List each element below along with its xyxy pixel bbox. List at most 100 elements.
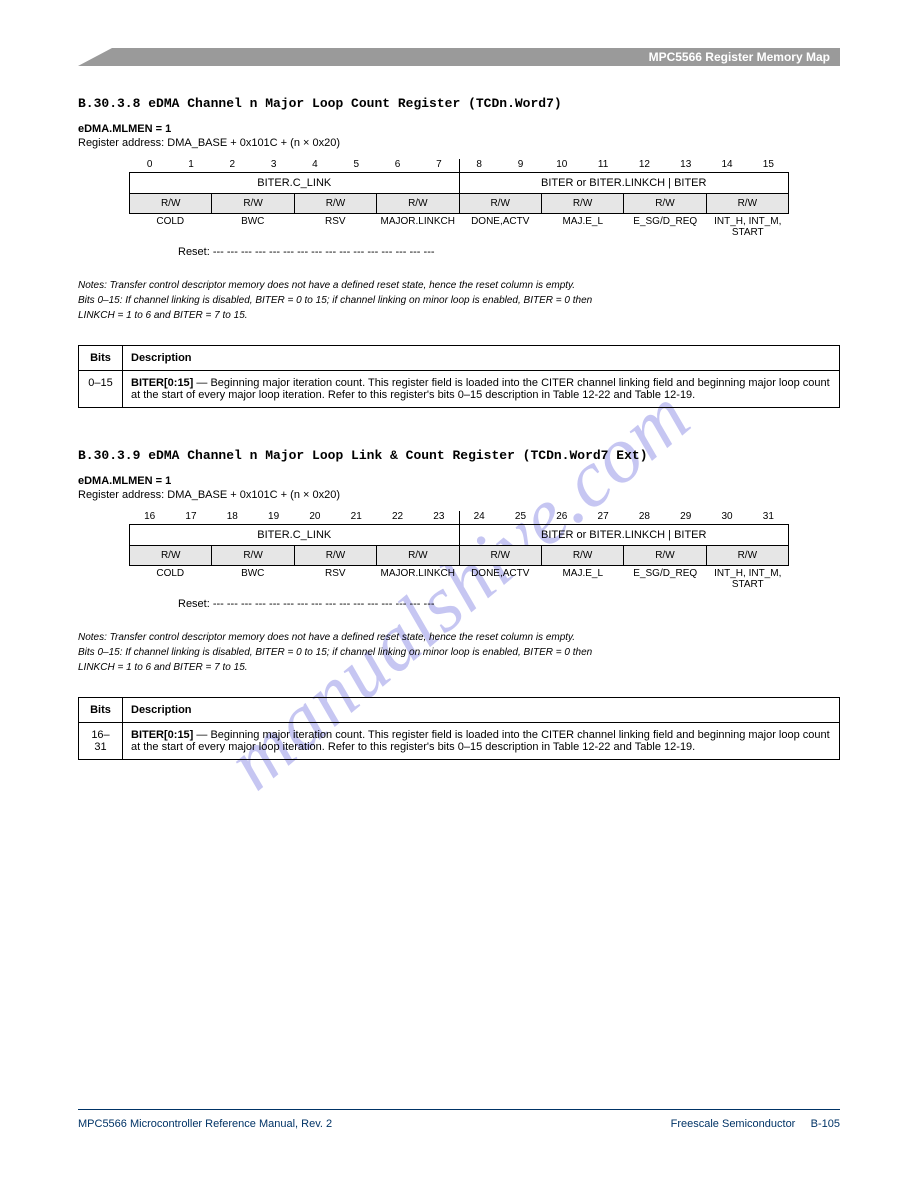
notes-1: Notes: Transfer control descriptor memor… xyxy=(78,278,840,323)
col-bits: Bits xyxy=(79,346,123,371)
bit-num: 6 xyxy=(377,159,418,172)
footer-page: B-105 xyxy=(811,1118,840,1130)
bottom-labels: COLD BWC RSV MAJOR.LINKCH DONE,ACTV MAJ.… xyxy=(129,568,789,590)
register-diagram-2: 16 17 18 19 20 21 22 23 24 25 26 27 28 2… xyxy=(129,511,789,590)
access-cell: R/W xyxy=(211,194,293,213)
field-1: BITER.C_LINK xyxy=(130,173,459,193)
label: BWC xyxy=(212,216,295,238)
desc-text: Beginning major iteration count. This re… xyxy=(131,377,830,401)
access-cell: R/W xyxy=(706,194,788,213)
bit-num: 5 xyxy=(336,159,377,172)
bit-num: 2 xyxy=(212,159,253,172)
bit-numbers-top: 0 1 2 3 4 5 6 7 8 9 10 11 12 13 14 15 xyxy=(129,159,789,172)
bit-num: 18 xyxy=(212,511,253,524)
label: INT_H, INT_M, START xyxy=(707,216,790,238)
bit-num: 4 xyxy=(294,159,335,172)
label: COLD xyxy=(129,216,212,238)
bit-num: 21 xyxy=(336,511,377,524)
col-desc: Description xyxy=(123,346,840,371)
table-header-row: Bits Description xyxy=(79,698,840,723)
bit-num: 1 xyxy=(170,159,211,172)
bit-num: 28 xyxy=(624,511,665,524)
bit-num: 16 xyxy=(129,511,170,524)
bit-num: 22 xyxy=(377,511,418,524)
bit-num: 15 xyxy=(748,159,789,172)
access-cell: R/W xyxy=(294,546,376,565)
bit-num: 27 xyxy=(582,511,623,524)
label: MAJOR.LINKCH xyxy=(377,568,460,590)
header-title: MPC5566 Register Memory Map xyxy=(649,48,840,64)
col-bits: Bits xyxy=(79,698,123,723)
bits-cell: 0–15 xyxy=(79,371,123,408)
sub-heading-2: eDMA.MLMEN = 1 xyxy=(78,475,840,487)
table-row: 0–15 BITER[0:15] — Beginning major itera… xyxy=(79,371,840,408)
description-table-1: Bits Description 0–15 BITER[0:15] — Begi… xyxy=(78,345,840,408)
footer-publisher: Freescale Semiconductor xyxy=(671,1118,796,1130)
bit-num: 25 xyxy=(500,511,541,524)
note-line: LINKCH = 1 to 6 and BITER = 7 to 15. xyxy=(78,660,840,675)
note-line: LINKCH = 1 to 6 and BITER = 7 to 15. xyxy=(78,308,840,323)
section-1: B.30.3.8 eDMA Channel n Major Loop Count… xyxy=(78,96,840,408)
access-cell: R/W xyxy=(376,546,458,565)
access-cell: R/W xyxy=(623,546,705,565)
bit-num: 29 xyxy=(665,511,706,524)
bit-numbers-top: 16 17 18 19 20 21 22 23 24 25 26 27 28 2… xyxy=(129,511,789,524)
top-header-bar: MPC5566 Register Memory Map xyxy=(78,48,840,66)
table-row: 16–31 BITER[0:15] — Beginning major iter… xyxy=(79,723,840,760)
label: RSV xyxy=(294,216,377,238)
footer-left: MPC5566 Microcontroller Reference Manual… xyxy=(78,1118,332,1130)
label: RSV xyxy=(294,568,377,590)
label: BWC xyxy=(212,568,295,590)
note-line: Bits 0–15: If channel linking is disable… xyxy=(78,293,840,308)
bit-num: 14 xyxy=(706,159,747,172)
bit-num: 11 xyxy=(582,159,623,172)
footer-right: Freescale Semiconductor B-105 xyxy=(671,1118,840,1130)
bit-num: 8 xyxy=(459,159,500,172)
access-cell: R/W xyxy=(130,194,211,213)
desc-text: Beginning major iteration count. This re… xyxy=(131,729,830,753)
label: DONE,ACTV xyxy=(459,216,542,238)
note-line: Notes: Transfer control descriptor memor… xyxy=(78,278,840,293)
bit-num: 24 xyxy=(459,511,500,524)
access-row: R/W R/W R/W R/W R/W R/W R/W R/W xyxy=(129,546,789,566)
label: MAJOR.LINKCH xyxy=(377,216,460,238)
bit-num: 0 xyxy=(129,159,170,172)
description-table-2: Bits Description 16–31 BITER[0:15] — Beg… xyxy=(78,697,840,760)
bit-num: 30 xyxy=(706,511,747,524)
label: DONE,ACTV xyxy=(459,568,542,590)
access-cell: R/W xyxy=(706,546,788,565)
page-footer: MPC5566 Microcontroller Reference Manual… xyxy=(78,1109,840,1130)
section-2: B.30.3.9 eDMA Channel n Major Loop Link … xyxy=(78,448,840,760)
section-heading-2: B.30.3.9 eDMA Channel n Major Loop Link … xyxy=(78,448,840,463)
reset-line-2: Reset: --- --- --- --- --- --- --- --- -… xyxy=(178,598,840,610)
label: MAJ.E_L xyxy=(542,216,625,238)
bit-num: 10 xyxy=(541,159,582,172)
register-address-2: Register address: DMA_BASE + 0x101C + (n… xyxy=(78,489,840,501)
access-cell: R/W xyxy=(459,194,541,213)
col-desc: Description xyxy=(123,698,840,723)
field-1: BITER.C_LINK xyxy=(130,525,459,545)
access-cell: R/W xyxy=(376,194,458,213)
bit-num: 3 xyxy=(253,159,294,172)
register-diagram-1: 0 1 2 3 4 5 6 7 8 9 10 11 12 13 14 15 BI… xyxy=(129,159,789,238)
page-content: MPC5566 Register Memory Map B.30.3.8 eDM… xyxy=(0,0,918,760)
access-cell: R/W xyxy=(541,546,623,565)
bit-num: 31 xyxy=(748,511,789,524)
access-cell: R/W xyxy=(623,194,705,213)
section-heading-1: B.30.3.8 eDMA Channel n Major Loop Count… xyxy=(78,96,840,111)
desc-cell: BITER[0:15] — Beginning major iteration … xyxy=(123,371,840,408)
bit-num: 17 xyxy=(170,511,211,524)
bit-num: 23 xyxy=(418,511,459,524)
bits-cell: 16–31 xyxy=(79,723,123,760)
field-2: BITER or BITER.LINKCH | BITER xyxy=(459,525,789,545)
label: E_SG/D_REQ xyxy=(624,568,707,590)
bit-num: 20 xyxy=(294,511,335,524)
sub-heading-1: eDMA.MLMEN = 1 xyxy=(78,123,840,135)
label: MAJ.E_L xyxy=(542,568,625,590)
bit-num: 9 xyxy=(500,159,541,172)
access-cell: R/W xyxy=(211,546,293,565)
label: E_SG/D_REQ xyxy=(624,216,707,238)
field-name: BITER[0:15] xyxy=(131,729,193,741)
access-cell: R/W xyxy=(541,194,623,213)
table-header-row: Bits Description xyxy=(79,346,840,371)
